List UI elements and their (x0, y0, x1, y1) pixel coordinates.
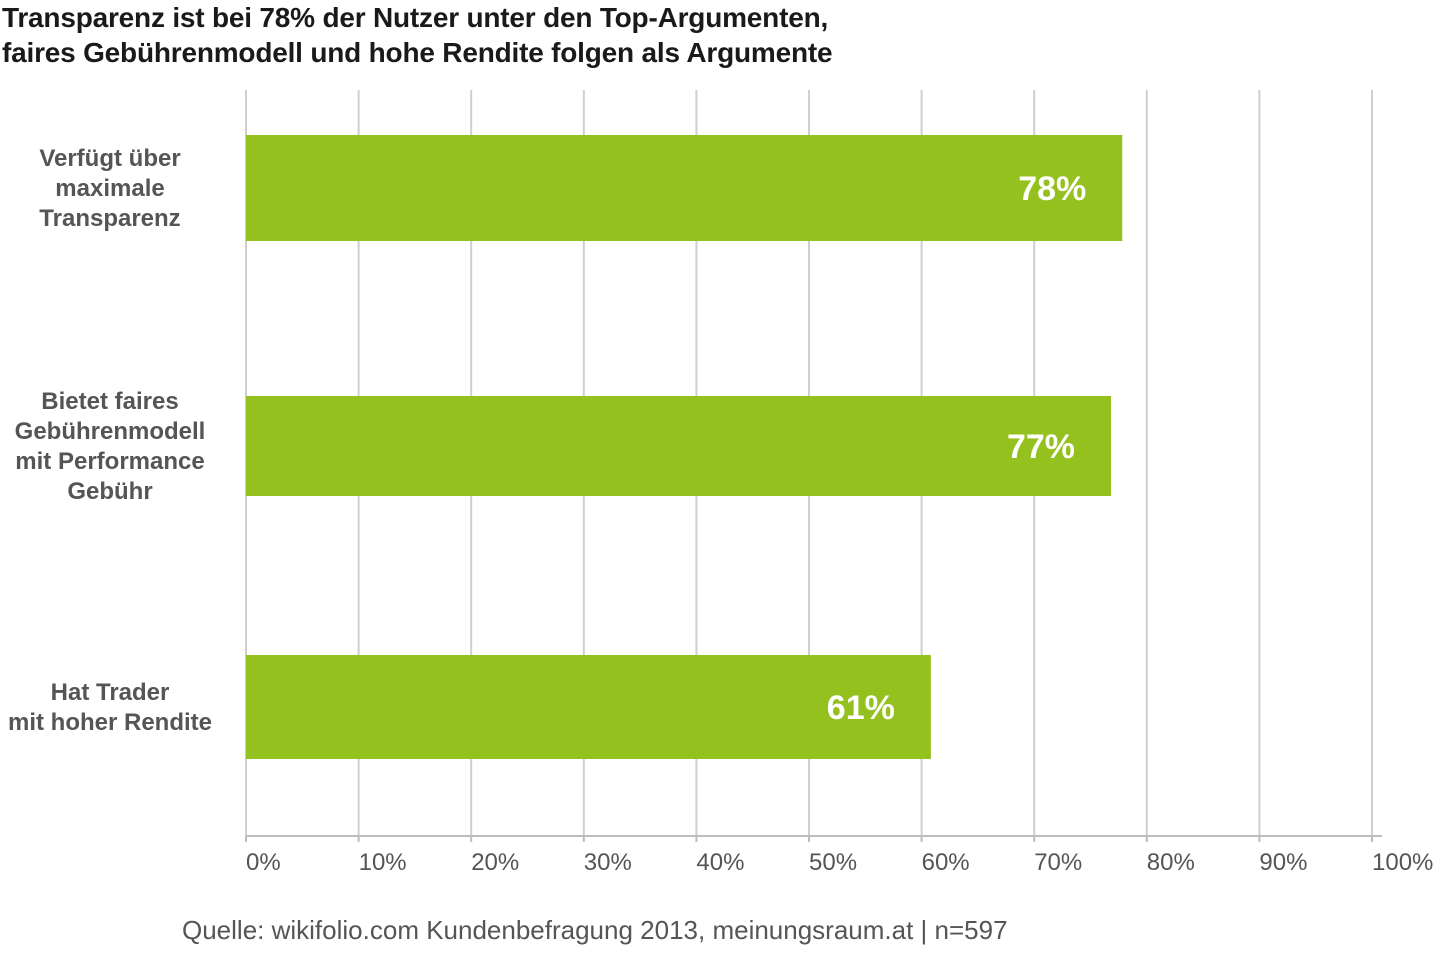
bar-2 (246, 655, 931, 759)
category-label-1-line-3: Gebühr (67, 478, 152, 505)
x-tick-label-50: 50% (809, 849, 857, 876)
source-note: Quelle: wikifolio.com Kundenbefragung 20… (182, 915, 1008, 945)
chart-title-line-1: Transparenz ist bei 78% der Nutzer unter… (2, 2, 829, 33)
x-tick-label-70: 70% (1034, 849, 1082, 876)
x-tick-label-80: 80% (1147, 849, 1195, 876)
category-label-2-line-1: mit hoher Rendite (8, 709, 212, 736)
x-tick-label-60: 60% (922, 849, 970, 876)
category-label-0-line-1: maximale (55, 175, 164, 202)
category-label-0-line-0: Verfügt über (39, 145, 180, 172)
category-label-1-line-0: Bietet faires (41, 388, 178, 415)
x-tick-label-30: 30% (584, 849, 632, 876)
x-tick-label-20: 20% (471, 849, 519, 876)
chart-title: Transparenz ist bei 78% der Nutzer unter… (2, 0, 833, 70)
bar-value-label-1: 77% (1007, 428, 1075, 466)
x-tick-label-90: 90% (1259, 849, 1307, 876)
x-tick-label-10: 10% (359, 849, 407, 876)
category-label-1-line-1: Gebührenmodell (15, 418, 206, 445)
x-axis: 0% 10% 20% 30% 40% 50% 60% 70% 80% 90% 100% (245, 835, 1433, 876)
x-tick-label-0: 0% (246, 849, 281, 876)
x-tick-label-40: 40% (696, 849, 744, 876)
category-label-0-line-2: Transparenz (39, 205, 180, 232)
x-tick-label-100: 100% (1372, 849, 1433, 876)
bar-value-label-2: 61% (827, 689, 895, 727)
bar-0 (246, 135, 1123, 241)
chart-title-line-2: faires Gebührenmodell und hohe Rendite f… (2, 37, 833, 68)
category-label-2-line-0: Hat Trader (51, 679, 170, 706)
bars: 78% 77% 61% (246, 135, 1123, 759)
bar-1 (246, 396, 1112, 496)
category-labels: Verfügt über maximale Transparenz Bietet fa… (8, 145, 212, 736)
bar-value-label-0: 78% (1018, 170, 1086, 208)
category-label-1-line-2: mit Performance (15, 448, 204, 475)
